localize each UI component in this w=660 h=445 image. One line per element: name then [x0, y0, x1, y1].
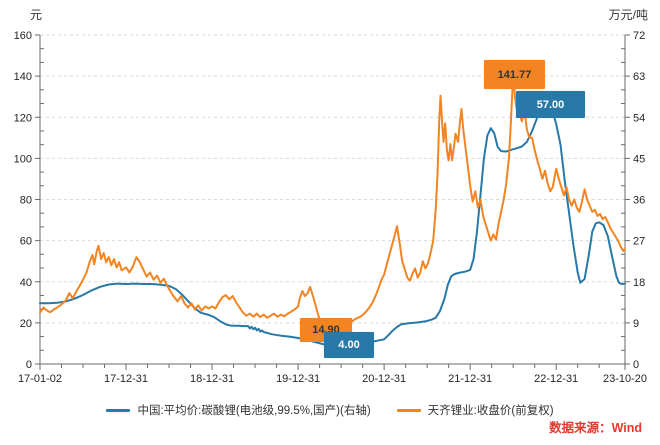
right-axis-title: 万元/吨 [608, 8, 648, 22]
legend-item-lithium-carbonate[interactable]: 中国:平均价:碳酸锂(电池级,99.5%,国产)(右轴) [106, 402, 371, 418]
left-axis-tick-label: 60 [20, 236, 32, 248]
callout-orange-max: 141.77 [484, 60, 545, 89]
callout-blue-max: 57.00 [516, 91, 585, 118]
legend-item-tianqi[interactable]: 天齐锂业:收盘价(前复权) [396, 402, 554, 418]
legend-swatch-orange [396, 408, 421, 412]
left-axis-tick-label: 100 [14, 153, 32, 165]
right-axis-tick-label: 18 [633, 277, 645, 289]
right-axis-tick-label: 72 [633, 30, 645, 42]
x-axis-tick-label: 17-01-02 [18, 373, 62, 385]
legend-swatch-blue [106, 408, 131, 412]
right-axis-tick-label: 9 [633, 318, 639, 330]
legend-label-lithium-carbonate: 中国:平均价:碳酸锂(电池级,99.5%,国产)(右轴) [137, 405, 371, 417]
right-axis-tick-label: 63 [633, 71, 645, 83]
left-axis-tick-label: 0 [26, 359, 32, 371]
left-axis-tick-label: 140 [14, 71, 32, 83]
series-line-tianqi [39, 71, 626, 335]
x-axis-tick-label: 18-12-31 [190, 373, 234, 385]
legend-label-tianqi: 天齐锂业:收盘价(前复权) [427, 405, 554, 417]
left-axis-tick-label: 20 [20, 318, 32, 330]
series-line-lithium-carbonate [39, 102, 626, 347]
right-axis-tick-label: 45 [633, 153, 645, 165]
right-axis-tick-label: 36 [633, 195, 645, 207]
legend: 中国:平均价:碳酸锂(电池级,99.5%,国产)(右轴) 天齐锂业:收盘价(前复… [0, 402, 660, 418]
right-axis-tick-label: 0 [633, 359, 639, 371]
x-axis-tick-label: 21-12-31 [448, 373, 492, 385]
right-axis-tick-label: 27 [633, 236, 645, 248]
left-axis-tick-label: 160 [14, 30, 32, 42]
x-axis-tick-label: 20-12-31 [362, 373, 406, 385]
source-note: 数据来源：Wind [549, 421, 642, 435]
left-axis-tick-label: 120 [14, 112, 32, 124]
x-axis-tick-label: 22-12-31 [534, 373, 578, 385]
left-axis-tick-label: 40 [20, 277, 32, 289]
right-axis-tick-label: 54 [633, 112, 645, 124]
left-axis-title: 元 [30, 8, 43, 22]
x-axis-tick-label: 23-10-20 [603, 373, 647, 385]
x-axis-tick-label: 17-12-31 [104, 373, 148, 385]
callout-blue-min: 4.00 [324, 332, 374, 358]
left-axis-tick-label: 80 [20, 195, 32, 207]
x-axis-tick-label: 19-12-31 [276, 373, 320, 385]
